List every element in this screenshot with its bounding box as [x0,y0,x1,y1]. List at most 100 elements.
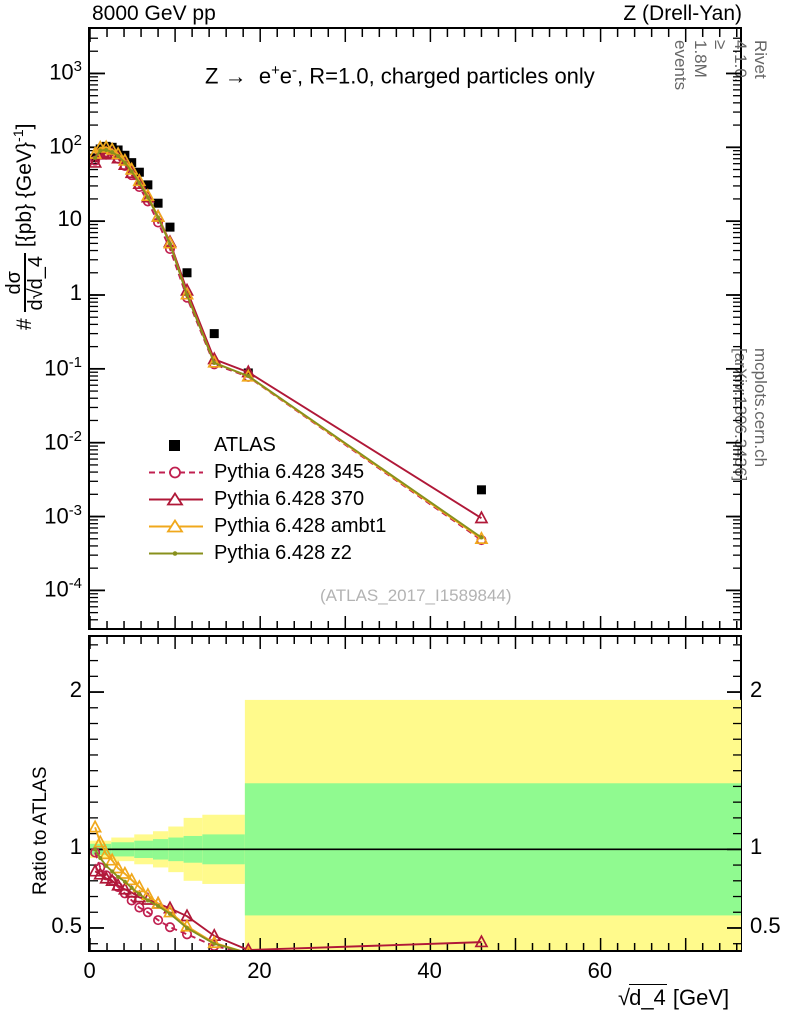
data-marker-circle [153,915,164,926]
legend-swatch [148,513,204,540]
x-axis-units: [GeV] [672,985,730,1010]
data-marker-dot [116,154,121,159]
y-tick-label: 103 [49,58,82,85]
ratio-tick-label: 2 [69,677,82,703]
data-marker-triangle [132,176,147,190]
data-marker-dot [98,855,103,860]
data-marker-triangle [180,286,194,300]
data-marker-triangle [111,877,126,891]
series-Pythia-6-428-z2 [93,147,484,540]
data-marker-triangle [476,967,487,977]
data-marker-dot [104,147,109,152]
plot-title-z: Z [205,63,219,89]
data-marker-triangle [132,879,147,893]
series-line [94,852,238,950]
data-marker-triangle [99,870,114,884]
data-marker-dot [93,155,98,160]
data-marker-dot [137,180,142,185]
data-marker-triangle [90,863,103,877]
data-marker-dot [137,892,142,897]
legend-swatch [148,540,204,567]
x-tick-label: 0 [83,958,96,983]
ratio-tick-label-right: 1 [750,834,763,860]
analysis-watermark: (ATLAS_2017_I1589844) [320,586,512,605]
data-marker-dot [110,869,115,874]
data-marker-triangle [207,928,222,942]
data-marker-dot [246,951,250,955]
data-marker-triangle [163,235,177,249]
data-marker-triangle [207,354,222,368]
data-marker-dot [156,903,161,908]
data-marker-dot [185,293,190,298]
series-line [94,149,482,539]
data-marker-triangle [244,942,253,950]
plot-title-e1: e [258,63,272,89]
y-tick-label: 10 [58,206,82,232]
data-marker-dot [98,148,103,153]
plot-title-plus: + [271,62,280,79]
y-tick-exponent: -1 [68,353,82,371]
data-marker-triangle [105,852,120,866]
data-marker-square [165,222,175,232]
data-marker-circle [244,948,253,950]
legend-label: ATLAS [214,434,276,456]
ratio-tick-label-right: 2 [750,677,763,703]
data-marker-square [143,180,153,190]
data-marker-circle [142,907,153,918]
data-marker-dot [145,195,150,200]
x-axis-label: √d_4 [GeV] [618,984,730,1010]
y-tick-mantissa: 10 [49,59,74,85]
legend-label: Pythia 6.428 z2 [214,542,352,564]
y-tick-label: 10-4 [44,575,82,602]
y-tick-exponent: 2 [73,132,82,150]
data-marker-square [153,198,163,208]
plot-title: Z → e+e-, R=1.0, charged particles only [205,62,595,89]
data-marker-dot [145,898,150,903]
data-marker-circle [477,969,485,977]
y-tick-label: 1 [70,280,82,306]
data-marker-circle [134,902,145,913]
data-marker-dot [479,535,484,540]
data-marker-dot [129,885,134,890]
data-marker-triangle [105,872,120,886]
data-marker-triangle [474,510,489,524]
data-marker-dot [93,847,98,852]
legend-swatch [148,432,204,459]
data-marker-dot [167,242,172,247]
data-marker-dot [156,215,161,220]
y-tick-mantissa: 10 [49,133,74,159]
plot-title-rest: , R=1.0, charged particles only [297,63,595,89]
data-marker-dot [185,925,190,930]
data-marker-dot [122,879,127,884]
y-tick-mantissa: 10 [44,576,69,602]
y-tick-exponent: -2 [68,427,82,445]
plot-title-minus: - [292,62,298,79]
data-marker-dot [212,941,217,946]
data-marker-dot [110,150,115,155]
data-marker-dot [246,374,251,379]
legend-swatch [148,486,204,513]
plot-title-arrow: → [224,63,247,89]
header-right: Z (Drell-Yan) [623,2,742,25]
ratio-tick-label: 0.5 [51,912,82,938]
data-marker-square [182,268,192,278]
data-marker-triangle [90,819,103,833]
data-marker-triangle [474,530,489,544]
data-marker-triangle [124,872,139,886]
data-marker-dot [116,874,121,879]
y-tick-label: 10-2 [44,428,82,455]
data-marker-dot [212,360,217,365]
y-tick-mantissa: 10 [44,429,69,455]
legend-label: Pythia 6.428 370 [214,488,365,510]
data-marker-circle [164,922,176,933]
x-tick-label: 20 [247,958,272,983]
y-tick-label: 102 [49,132,82,159]
y-tick-exponent: -3 [68,501,82,519]
x-tick-label: 40 [417,958,442,983]
y-tick-label: 10-3 [44,502,82,529]
ratio-tick-label-right: 0.5 [750,912,781,938]
ratio-series-Pythia-6-428-z2 [93,847,250,955]
data-marker-square [209,329,219,339]
data-marker-dot [122,160,127,165]
